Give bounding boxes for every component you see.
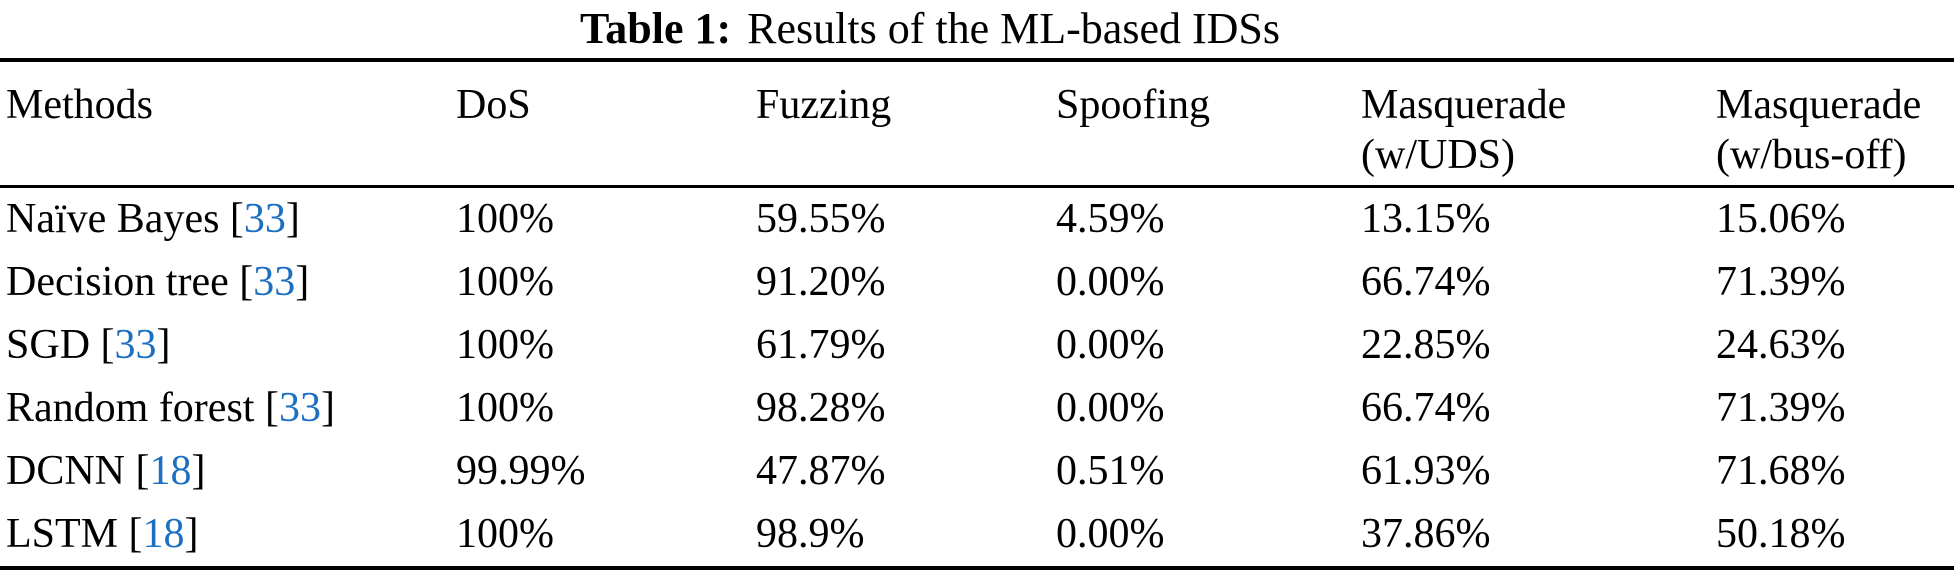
method-cell: LSTM [18] xyxy=(0,503,456,568)
method-cell: SGD [33] xyxy=(0,314,456,377)
table-row: LSTM [18] 100% 98.9% 0.00% 37.86% 50.18% xyxy=(0,503,1954,568)
citation-link[interactable]: 18 xyxy=(149,447,192,494)
column-header-masquerade-w-bus-off: Masquerade (w/bus-off) xyxy=(1716,60,1954,188)
value-cell: 66.74% xyxy=(1361,384,1491,431)
column-header-dos: DoS xyxy=(456,60,756,188)
column-header-line: Masquerade xyxy=(1361,82,1567,128)
method-name: SGD [ xyxy=(6,321,115,368)
method-name: LSTM [ xyxy=(6,510,143,557)
value-cell: 71.39% xyxy=(1716,258,1846,305)
citation-bracket-close: ] xyxy=(295,258,310,305)
method-name: DCNN [ xyxy=(6,447,150,494)
column-header-line: DoS xyxy=(456,82,531,128)
column-header-fuzzing: Fuzzing xyxy=(756,60,1056,188)
value-cell: 0.00% xyxy=(1056,321,1165,368)
header-row: Methods DoS Fuzzing Spoofing Masquerade (w/UD… xyxy=(0,60,1954,188)
value-cell: 100% xyxy=(456,321,554,368)
value-cell: 4.59% xyxy=(1056,195,1165,242)
column-header-line: Masquerade xyxy=(1716,82,1922,128)
value-cell: 47.87% xyxy=(756,447,886,494)
value-cell: 98.28% xyxy=(756,384,886,431)
method-name: Naïve Bayes [ xyxy=(6,195,244,242)
value-cell: 22.85% xyxy=(1361,321,1491,368)
value-cell: 71.68% xyxy=(1716,447,1846,494)
results-table: Methods DoS Fuzzing Spoofing Masquerade (w/UD… xyxy=(0,58,1954,570)
table-row: SGD [33] 100% 61.79% 0.00% 22.85% 24.63% xyxy=(0,314,1954,377)
column-header-line: Spoofing xyxy=(1056,82,1211,128)
value-cell: 15.06% xyxy=(1716,195,1846,242)
value-cell: 98.9% xyxy=(756,510,865,557)
citation-link[interactable]: 33 xyxy=(243,195,286,242)
column-header-line: (w/UDS) xyxy=(1361,132,1515,178)
citation-link[interactable]: 33 xyxy=(253,258,296,305)
table-row: Decision tree [33] 100% 91.20% 0.00% 66.74% 7… xyxy=(0,251,1954,314)
column-header-line: Fuzzing xyxy=(756,82,892,128)
value-cell: 59.55% xyxy=(756,195,886,242)
column-header-line: Methods xyxy=(6,82,153,128)
value-cell: 91.20% xyxy=(756,258,886,305)
value-cell: 0.00% xyxy=(1056,510,1165,557)
table-header: Methods DoS Fuzzing Spoofing Masquerade (w/UD… xyxy=(0,60,1954,188)
method-name: Decision tree [ xyxy=(6,258,254,305)
value-cell: 99.99% xyxy=(456,447,586,494)
table-caption: Table 1: Results of the ML-based IDSs xyxy=(0,0,1860,58)
value-cell: 50.18% xyxy=(1716,510,1846,557)
value-cell: 0.51% xyxy=(1056,447,1165,494)
value-cell: 0.00% xyxy=(1056,384,1165,431)
column-header-masquerade-w-uds: Masquerade (w/UDS) xyxy=(1361,60,1716,188)
value-cell: 0.00% xyxy=(1056,258,1165,305)
citation-link[interactable]: 18 xyxy=(142,510,185,557)
table-row: Naïve Bayes [33] 100% 59.55% 4.59% 13.15% 15.… xyxy=(0,186,1954,251)
method-cell: Random forest [33] xyxy=(0,377,456,440)
value-cell: 37.86% xyxy=(1361,510,1491,557)
value-cell: 61.79% xyxy=(756,321,886,368)
citation-bracket-close: ] xyxy=(285,195,300,242)
value-cell: 71.39% xyxy=(1716,384,1846,431)
method-cell: Decision tree [33] xyxy=(0,251,456,314)
value-cell: 100% xyxy=(456,384,554,431)
citation-bracket-close: ] xyxy=(184,510,199,557)
citation-link[interactable]: 33 xyxy=(278,384,321,431)
citation-bracket-close: ] xyxy=(320,384,335,431)
value-cell: 61.93% xyxy=(1361,447,1491,494)
table-caption-text: Results of the ML-based IDSs xyxy=(747,4,1281,53)
value-cell: 100% xyxy=(456,258,554,305)
table-caption-label: Table 1: xyxy=(579,4,732,53)
value-cell: 13.15% xyxy=(1361,195,1491,242)
citation-bracket-close: ] xyxy=(156,321,171,368)
citation-bracket-close: ] xyxy=(191,447,206,494)
method-cell: Naïve Bayes [33] xyxy=(0,186,456,251)
value-cell: 100% xyxy=(456,510,554,557)
column-header-line: (w/bus-off) xyxy=(1716,132,1907,178)
column-header-spoofing: Spoofing xyxy=(1056,60,1361,188)
table-body: Naïve Bayes [33] 100% 59.55% 4.59% 13.15% 15.… xyxy=(0,186,1954,568)
method-name: Random forest [ xyxy=(6,384,279,431)
value-cell: 100% xyxy=(456,195,554,242)
column-header-methods: Methods xyxy=(0,60,456,188)
method-cell: DCNN [18] xyxy=(0,440,456,503)
value-cell: 66.74% xyxy=(1361,258,1491,305)
value-cell: 24.63% xyxy=(1716,321,1846,368)
table-row: DCNN [18] 99.99% 47.87% 0.51% 61.93% 71.68% xyxy=(0,440,1954,503)
citation-link[interactable]: 33 xyxy=(114,321,157,368)
table-row: Random forest [33] 100% 98.28% 0.00% 66.74% 7… xyxy=(0,377,1954,440)
